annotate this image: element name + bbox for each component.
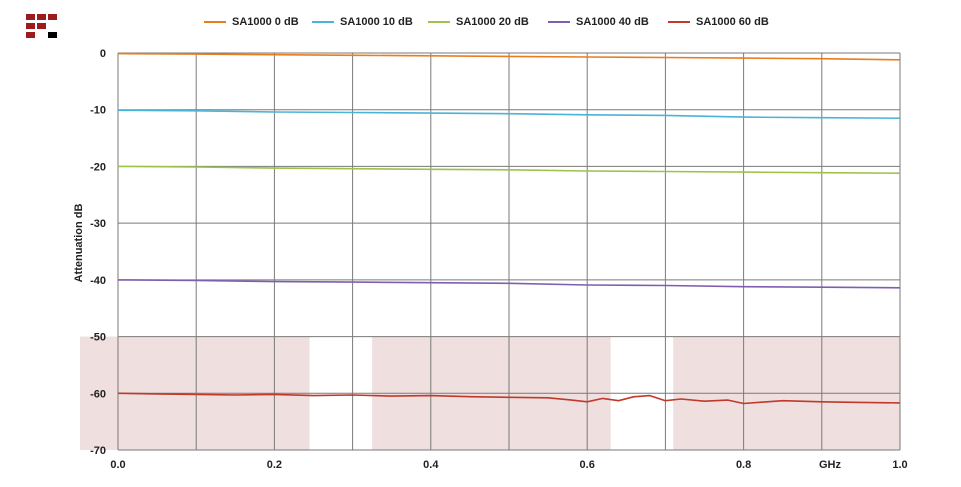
legend-label-3: SA1000 40 dB [576,16,649,28]
y-tick-label: -10 [90,105,106,117]
x-tick-label: 0.0 [110,459,125,471]
y-tick-label: -30 [90,218,106,230]
y-axis-ticks: 0 -10 -20 -30 -40 -50 -60 -70 [90,48,106,457]
y-tick-label: -50 [90,332,106,344]
legend-swatch-4 [668,21,690,23]
logo-square-1 [26,14,35,20]
logo-square-7 [48,32,57,38]
legend-label-2: SA1000 20 dB [456,16,529,28]
legend-swatch-0 [204,21,226,23]
logo-square-2 [37,14,46,20]
x-axis-label: GHz [819,459,842,471]
logo-square-6 [26,32,35,38]
legend-item-2: SA1000 20 dB [428,12,529,32]
y-tick-label: -70 [90,445,106,457]
x-axis-ticks: 0.0 0.2 0.4 0.6 0.8 1.0 [110,459,907,471]
series-line-2 [117,165,901,174]
y-axis-label: Attenuation dB [73,204,85,283]
y-tick-label: 0 [100,48,106,60]
brand-logo [26,14,62,44]
logo-square-4 [26,23,35,29]
legend-label-4: SA1000 60 dB [696,16,769,28]
x-tick-label: 0.4 [423,459,439,471]
x-tick-label: 1.0 [892,459,907,471]
legend-label-1: SA1000 10 dB [340,16,413,28]
series-line-4 [117,392,901,405]
legend-item-3: SA1000 40 dB [548,12,649,32]
x-tick-label: 0.8 [736,459,751,471]
chart-grid [117,52,901,451]
legend-swatch-1 [312,21,334,23]
legend-label-0: SA1000 0 dB [232,16,299,28]
y-tick-label: -20 [90,161,106,173]
logo-square-3 [48,14,57,20]
logo-square-5 [37,23,46,29]
legend-item-4: SA1000 60 dB [668,12,769,32]
series-lines [117,52,901,405]
chart-legend: SA1000 0 dB SA1000 10 dB SA1000 20 dB SA… [0,12,961,32]
x-tick-label: 0.6 [580,459,595,471]
y-tick-label: -40 [90,275,106,287]
x-tick-label: 0.2 [267,459,282,471]
series-line-3 [117,279,901,289]
series-line-1 [117,109,901,119]
legend-item-1: SA1000 10 dB [312,12,413,32]
legend-swatch-2 [428,21,450,23]
legend-item-0: SA1000 0 dB [204,12,299,32]
legend-swatch-3 [548,21,570,23]
y-tick-label: -60 [90,388,106,400]
series-line-0 [117,52,901,61]
